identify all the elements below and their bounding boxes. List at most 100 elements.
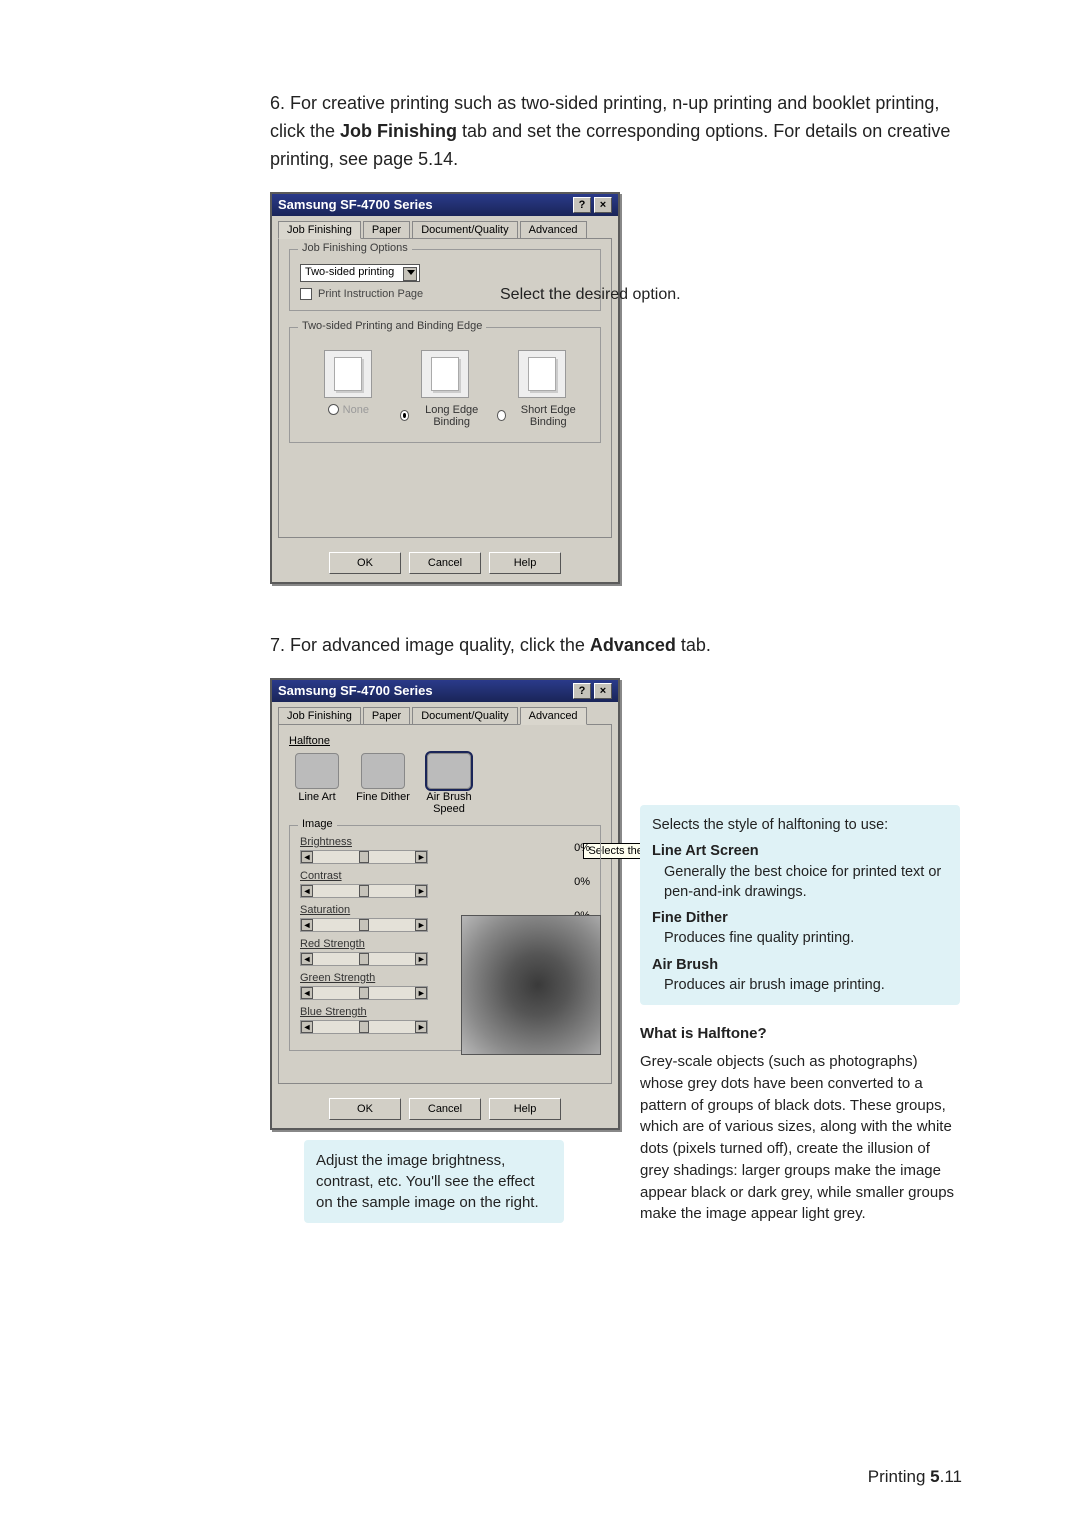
- dialog-advanced: Samsung SF-4700 Series ? × Job Finishing…: [270, 678, 620, 1130]
- dialog2-buttons: OK Cancel Help: [272, 1090, 618, 1128]
- ok-button[interactable]: OK: [329, 1098, 401, 1120]
- slider-thumb[interactable]: [359, 953, 369, 965]
- arrow-left-icon[interactable]: ◄: [301, 885, 313, 897]
- side-explanations: Selects the style of halftoning to use: …: [640, 805, 960, 1225]
- slider-track[interactable]: ◄►: [300, 986, 428, 1000]
- arrow-right-icon[interactable]: ►: [415, 987, 427, 999]
- binding-none-thumb: [324, 350, 372, 398]
- tab-job-finishing[interactable]: Job Finishing: [278, 707, 361, 725]
- binding-short-thumb: [518, 350, 566, 398]
- slider-thumb[interactable]: [359, 885, 369, 897]
- finishing-dropdown[interactable]: Two-sided printing: [300, 264, 420, 282]
- close-icon[interactable]: ×: [594, 683, 612, 699]
- halftone-section: Halftone Line Art Fine Dither Air Brush …: [289, 735, 601, 815]
- arrow-right-icon[interactable]: ►: [415, 851, 427, 863]
- slider-thumb[interactable]: [359, 1021, 369, 1033]
- halftone-finedither-label: Fine Dither: [356, 791, 410, 803]
- slider-value: 0%: [560, 876, 590, 888]
- halftone-lineart-label: Line Art: [298, 791, 335, 803]
- dialog2-title: Samsung SF-4700 Series: [278, 683, 433, 698]
- group-binding-edge: Two-sided Printing and Binding Edge None…: [289, 327, 601, 443]
- halftone-lineart[interactable]: Line Art: [289, 753, 345, 815]
- what-is-halftone-title: What is Halftone?: [640, 1023, 960, 1045]
- help-button[interactable]: Help: [489, 552, 561, 574]
- step6-tabname: Job Finishing: [340, 121, 457, 141]
- slider-track[interactable]: ◄►: [300, 952, 428, 966]
- arrow-left-icon[interactable]: ◄: [301, 851, 313, 863]
- arrow-left-icon[interactable]: ◄: [301, 1021, 313, 1033]
- halftone-intro: Selects the style of halftoning to use:: [652, 815, 948, 835]
- finedither-body: Produces fine quality printing.: [664, 928, 948, 948]
- dialog1-titlebar: Samsung SF-4700 Series ? ×: [272, 194, 618, 216]
- tab-advanced[interactable]: Advanced: [520, 707, 587, 725]
- halftone-legend: Halftone: [289, 735, 601, 747]
- step7-text: 7. For advanced image quality, click the…: [270, 632, 970, 660]
- step7-after: tab.: [676, 635, 711, 655]
- slider-contrast: Contrast◄►0%: [300, 870, 590, 898]
- halftone-airbrush[interactable]: Air Brush Speed: [421, 753, 477, 815]
- group1-legend: Job Finishing Options: [298, 242, 412, 254]
- close-icon[interactable]: ×: [594, 197, 612, 213]
- cancel-button[interactable]: Cancel: [409, 552, 481, 574]
- finishing-dropdown-value: Two-sided printing: [305, 266, 394, 278]
- tab-job-finishing[interactable]: Job Finishing: [278, 221, 361, 239]
- arrow-left-icon[interactable]: ◄: [301, 919, 313, 931]
- halftone-finedither[interactable]: Fine Dither: [355, 753, 411, 815]
- slider-track[interactable]: ◄►: [300, 884, 428, 898]
- lineart-body: Generally the best choice for printed te…: [664, 862, 948, 903]
- binding-none-label: None: [343, 404, 369, 416]
- tab-advanced[interactable]: Advanced: [520, 221, 587, 239]
- tab-doc-quality[interactable]: Document/Quality: [412, 707, 517, 725]
- callout-select-option: Select the desired option.: [500, 286, 720, 304]
- dialog1-title: Samsung SF-4700 Series: [278, 197, 433, 212]
- arrow-right-icon[interactable]: ►: [415, 919, 427, 931]
- slider-label: Brightness: [300, 836, 590, 848]
- slider-thumb[interactable]: [359, 851, 369, 863]
- footer-page: .11: [940, 1467, 962, 1486]
- cancel-button[interactable]: Cancel: [409, 1098, 481, 1120]
- tab-paper[interactable]: Paper: [363, 707, 410, 725]
- print-instruction-checkbox[interactable]: [300, 288, 312, 300]
- dialog2-titlebar: Samsung SF-4700 Series ? ×: [272, 680, 618, 702]
- slider-thumb[interactable]: [359, 919, 369, 931]
- finedither-title: Fine Dither: [652, 908, 948, 928]
- arrow-right-icon[interactable]: ►: [415, 885, 427, 897]
- binding-none: None: [303, 350, 393, 428]
- arrow-right-icon[interactable]: ►: [415, 953, 427, 965]
- slider-track[interactable]: ◄►: [300, 1020, 428, 1034]
- binding-short-radio[interactable]: [497, 410, 506, 421]
- help-icon[interactable]: ?: [573, 683, 591, 699]
- dialog1-buttons: OK Cancel Help: [272, 544, 618, 582]
- step6-number: 6.: [270, 93, 285, 113]
- help-icon[interactable]: ?: [573, 197, 591, 213]
- dialog1-window-buttons: ? ×: [573, 197, 612, 213]
- halftone-lineart-thumb: [295, 753, 339, 789]
- airbrush-body: Produces air brush image printing.: [664, 975, 948, 995]
- dialog1-body: Job Finishing Options Two-sided printing…: [278, 238, 612, 538]
- arrow-left-icon[interactable]: ◄: [301, 953, 313, 965]
- lineart-title: Line Art Screen: [652, 841, 948, 861]
- binding-none-radio: [328, 404, 339, 415]
- slider-brightness: Brightness◄►0%: [300, 836, 590, 864]
- slider-track[interactable]: ◄►: [300, 850, 428, 864]
- preview-image: [461, 915, 601, 1055]
- slider-thumb[interactable]: [359, 987, 369, 999]
- slider-track[interactable]: ◄►: [300, 918, 428, 932]
- tab-doc-quality[interactable]: Document/Quality: [412, 221, 517, 239]
- slider-value: 0%: [560, 842, 590, 854]
- footer-label: Printing: [868, 1467, 930, 1486]
- dialog2-tabs: Job Finishing Paper Document/Quality Adv…: [272, 702, 618, 724]
- step6-text: 6. For creative printing such as two-sid…: [270, 90, 970, 174]
- arrow-right-icon[interactable]: ►: [415, 1021, 427, 1033]
- step7-before: For advanced image quality, click the: [290, 635, 590, 655]
- binding-long-radio[interactable]: [400, 410, 409, 421]
- arrow-left-icon[interactable]: ◄: [301, 987, 313, 999]
- group2-legend: Two-sided Printing and Binding Edge: [298, 320, 486, 332]
- ok-button[interactable]: OK: [329, 552, 401, 574]
- help-button[interactable]: Help: [489, 1098, 561, 1120]
- tab-paper[interactable]: Paper: [363, 221, 410, 239]
- binding-short-edge[interactable]: Short Edge Binding: [497, 350, 587, 428]
- binding-long-edge[interactable]: Long Edge Binding: [400, 350, 490, 428]
- what-is-halftone: What is Halftone? Grey-scale objects (su…: [640, 1023, 960, 1225]
- dialog-job-finishing: Samsung SF-4700 Series ? × Job Finishing…: [270, 192, 620, 584]
